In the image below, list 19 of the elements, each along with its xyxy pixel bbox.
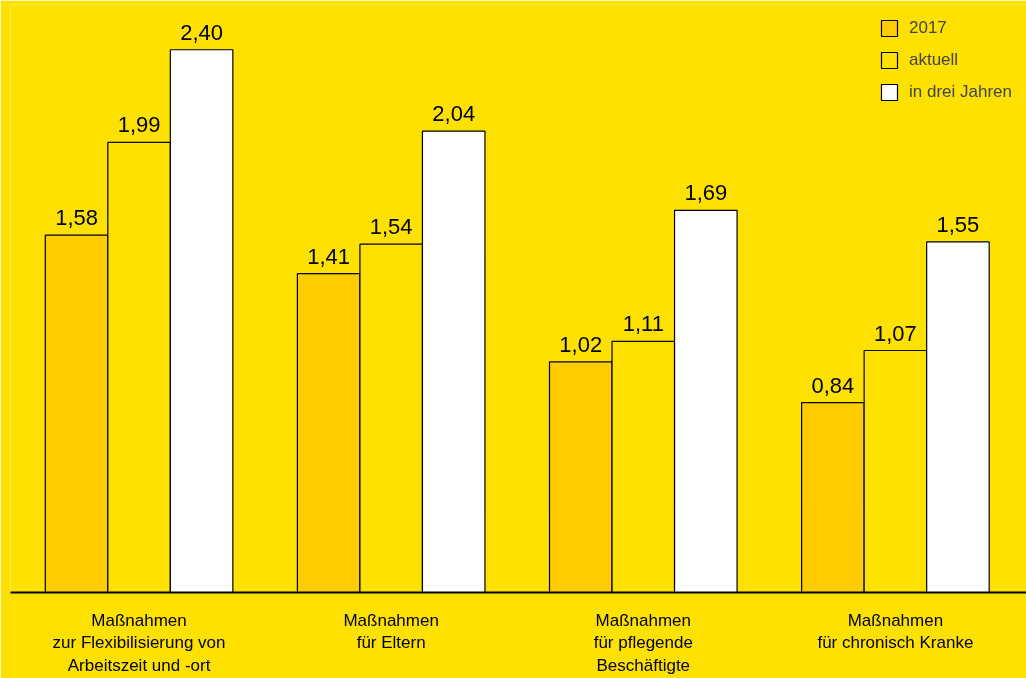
data-label: 2,40 bbox=[180, 19, 224, 45]
data-label: 1,69 bbox=[684, 180, 728, 206]
data-label: 1,58 bbox=[55, 205, 98, 231]
x-tick-label: Maßnahmen für pflegende Beschäftigte bbox=[593, 610, 693, 676]
data-label: 1,07 bbox=[873, 320, 917, 346]
data-label: 2,04 bbox=[432, 101, 476, 127]
data-label: 1,99 bbox=[117, 112, 161, 138]
data-label: 1,41 bbox=[307, 243, 351, 269]
data-label: 1,54 bbox=[369, 214, 413, 240]
data-label: 1,02 bbox=[559, 331, 603, 357]
x-tick-label: Maßnahmen zur Flexibilisierung von Arbeitszeit und -ort bbox=[52, 610, 226, 676]
legend-label: 2017 bbox=[908, 18, 947, 38]
legend-label: in drei Jahren bbox=[908, 82, 1012, 102]
x-tick-label: Maßnahmen für Eltern bbox=[343, 610, 439, 653]
data-label: 0,84 bbox=[811, 372, 855, 398]
data-label: 1,55 bbox=[936, 211, 980, 237]
legend-label: aktuell bbox=[908, 50, 959, 70]
data-label: 1,11 bbox=[622, 311, 664, 337]
x-tick-label: Maßnahmen für chronisch Kranke bbox=[817, 610, 974, 653]
